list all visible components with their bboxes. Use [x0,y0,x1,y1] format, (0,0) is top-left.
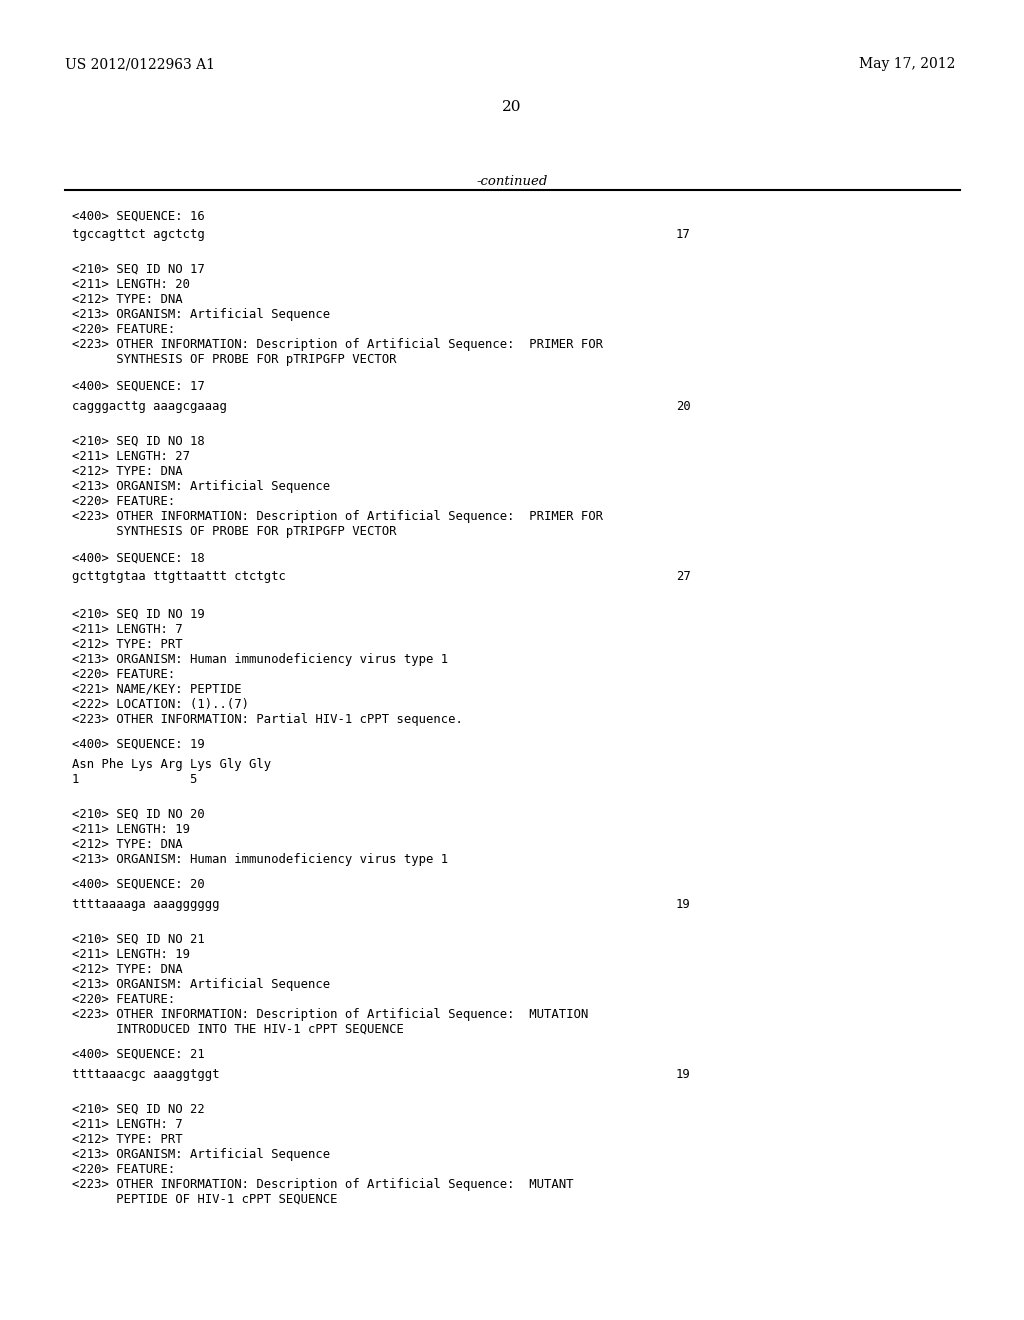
Text: <210> SEQ ID NO 22: <210> SEQ ID NO 22 [72,1104,205,1115]
Text: 1               5: 1 5 [72,774,198,785]
Text: <223> OTHER INFORMATION: Description of Artificial Sequence:  MUTANT: <223> OTHER INFORMATION: Description of … [72,1177,573,1191]
Text: SYNTHESIS OF PROBE FOR pTRIPGFP VECTOR: SYNTHESIS OF PROBE FOR pTRIPGFP VECTOR [72,525,396,539]
Text: <220> FEATURE:: <220> FEATURE: [72,323,175,337]
Text: ttttaaacgc aaaggtggt: ttttaaacgc aaaggtggt [72,1068,219,1081]
Text: tgccagttct agctctg: tgccagttct agctctg [72,228,205,242]
Text: <212> TYPE: DNA: <212> TYPE: DNA [72,838,182,851]
Text: gcttgtgtaa ttgttaattt ctctgtc: gcttgtgtaa ttgttaattt ctctgtc [72,570,286,583]
Text: <213> ORGANISM: Artificial Sequence: <213> ORGANISM: Artificial Sequence [72,978,330,991]
Text: <212> TYPE: DNA: <212> TYPE: DNA [72,964,182,975]
Text: <223> OTHER INFORMATION: Description of Artificial Sequence:  PRIMER FOR: <223> OTHER INFORMATION: Description of … [72,338,603,351]
Text: <223> OTHER INFORMATION: Partial HIV-1 cPPT sequence.: <223> OTHER INFORMATION: Partial HIV-1 c… [72,713,463,726]
Text: <212> TYPE: PRT: <212> TYPE: PRT [72,1133,182,1146]
Text: <213> ORGANISM: Artificial Sequence: <213> ORGANISM: Artificial Sequence [72,308,330,321]
Text: <211> LENGTH: 19: <211> LENGTH: 19 [72,948,190,961]
Text: <220> FEATURE:: <220> FEATURE: [72,495,175,508]
Text: <221> NAME/KEY: PEPTIDE: <221> NAME/KEY: PEPTIDE [72,682,242,696]
Text: <210> SEQ ID NO 21: <210> SEQ ID NO 21 [72,933,205,946]
Text: <210> SEQ ID NO 19: <210> SEQ ID NO 19 [72,609,205,620]
Text: 19: 19 [676,898,691,911]
Text: <400> SEQUENCE: 21: <400> SEQUENCE: 21 [72,1048,205,1061]
Text: -continued: -continued [476,176,548,187]
Text: <212> TYPE: DNA: <212> TYPE: DNA [72,465,182,478]
Text: <210> SEQ ID NO 17: <210> SEQ ID NO 17 [72,263,205,276]
Text: <213> ORGANISM: Human immunodeficiency virus type 1: <213> ORGANISM: Human immunodeficiency v… [72,853,449,866]
Text: ttttaaaaga aaagggggg: ttttaaaaga aaagggggg [72,898,219,911]
Text: <220> FEATURE:: <220> FEATURE: [72,1163,175,1176]
Text: US 2012/0122963 A1: US 2012/0122963 A1 [65,57,215,71]
Text: 19: 19 [676,1068,691,1081]
Text: <400> SEQUENCE: 20: <400> SEQUENCE: 20 [72,878,205,891]
Text: <223> OTHER INFORMATION: Description of Artificial Sequence:  MUTATION: <223> OTHER INFORMATION: Description of … [72,1008,588,1020]
Text: <213> ORGANISM: Human immunodeficiency virus type 1: <213> ORGANISM: Human immunodeficiency v… [72,653,449,667]
Text: SYNTHESIS OF PROBE FOR pTRIPGFP VECTOR: SYNTHESIS OF PROBE FOR pTRIPGFP VECTOR [72,352,396,366]
Text: <220> FEATURE:: <220> FEATURE: [72,668,175,681]
Text: <213> ORGANISM: Artificial Sequence: <213> ORGANISM: Artificial Sequence [72,1148,330,1162]
Text: <211> LENGTH: 7: <211> LENGTH: 7 [72,1118,182,1131]
Text: <220> FEATURE:: <220> FEATURE: [72,993,175,1006]
Text: <400> SEQUENCE: 18: <400> SEQUENCE: 18 [72,552,205,565]
Text: 17: 17 [676,228,691,242]
Text: cagggacttg aaagcgaaag: cagggacttg aaagcgaaag [72,400,227,413]
Text: <211> LENGTH: 20: <211> LENGTH: 20 [72,279,190,290]
Text: 27: 27 [676,570,691,583]
Text: <211> LENGTH: 19: <211> LENGTH: 19 [72,822,190,836]
Text: 20: 20 [676,400,691,413]
Text: <223> OTHER INFORMATION: Description of Artificial Sequence:  PRIMER FOR: <223> OTHER INFORMATION: Description of … [72,510,603,523]
Text: May 17, 2012: May 17, 2012 [859,57,955,71]
Text: <212> TYPE: DNA: <212> TYPE: DNA [72,293,182,306]
Text: PEPTIDE OF HIV-1 cPPT SEQUENCE: PEPTIDE OF HIV-1 cPPT SEQUENCE [72,1193,338,1206]
Text: <213> ORGANISM: Artificial Sequence: <213> ORGANISM: Artificial Sequence [72,480,330,492]
Text: <400> SEQUENCE: 17: <400> SEQUENCE: 17 [72,380,205,393]
Text: <211> LENGTH: 7: <211> LENGTH: 7 [72,623,182,636]
Text: <211> LENGTH: 27: <211> LENGTH: 27 [72,450,190,463]
Text: INTRODUCED INTO THE HIV-1 cPPT SEQUENCE: INTRODUCED INTO THE HIV-1 cPPT SEQUENCE [72,1023,403,1036]
Text: <400> SEQUENCE: 16: <400> SEQUENCE: 16 [72,210,205,223]
Text: Asn Phe Lys Arg Lys Gly Gly: Asn Phe Lys Arg Lys Gly Gly [72,758,271,771]
Text: <210> SEQ ID NO 20: <210> SEQ ID NO 20 [72,808,205,821]
Text: <210> SEQ ID NO 18: <210> SEQ ID NO 18 [72,436,205,447]
Text: 20: 20 [502,100,522,114]
Text: <222> LOCATION: (1)..(7): <222> LOCATION: (1)..(7) [72,698,249,711]
Text: <212> TYPE: PRT: <212> TYPE: PRT [72,638,182,651]
Text: <400> SEQUENCE: 19: <400> SEQUENCE: 19 [72,738,205,751]
